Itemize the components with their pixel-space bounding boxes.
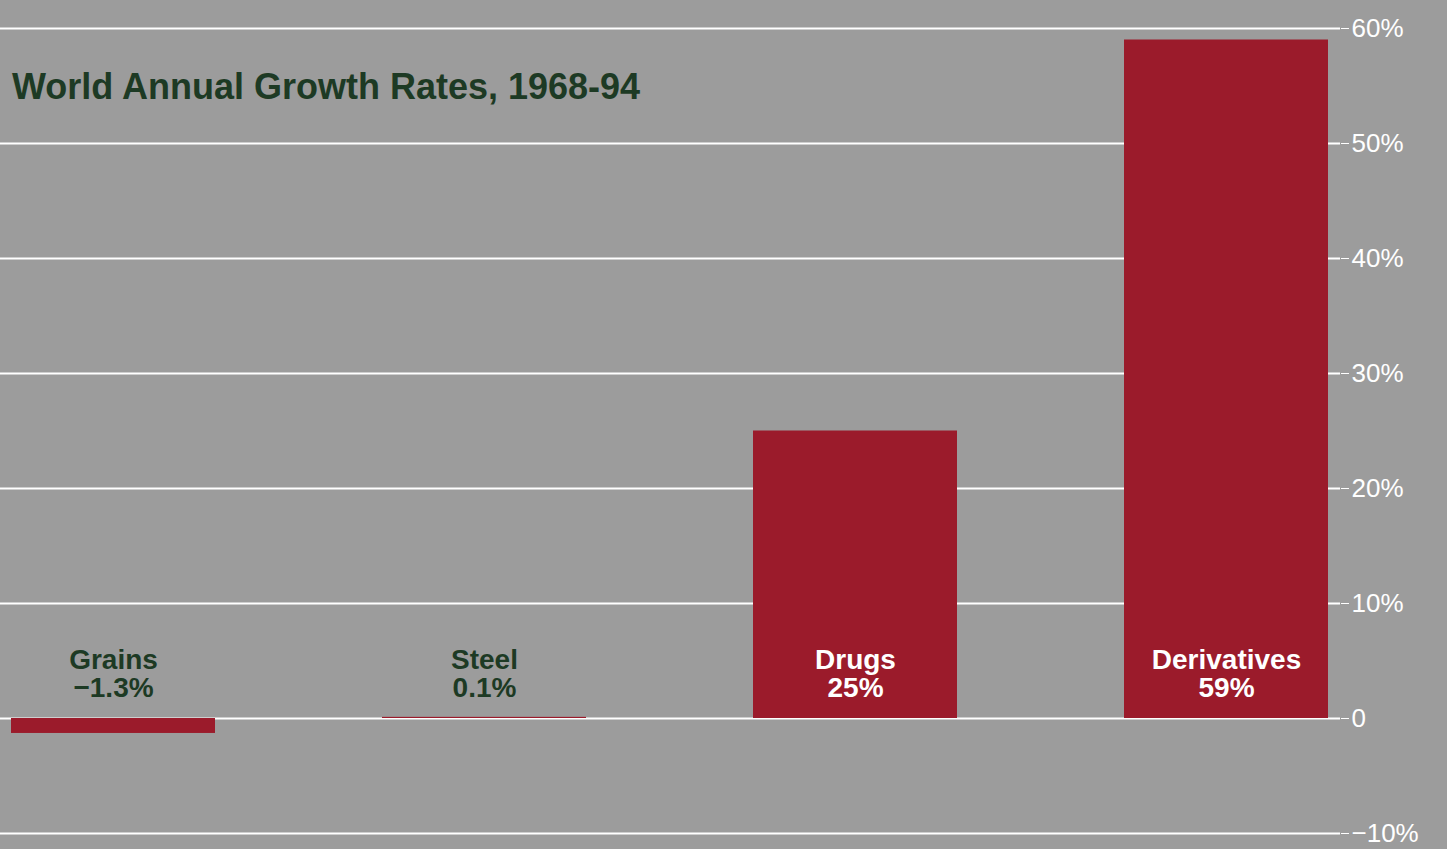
svg-text:40%: 40% xyxy=(1352,243,1404,273)
svg-text:60%: 60% xyxy=(1352,13,1404,43)
svg-text:0: 0 xyxy=(1352,703,1366,733)
svg-text:20%: 20% xyxy=(1352,473,1404,503)
svg-text:50%: 50% xyxy=(1352,128,1404,158)
svg-text:Drugs25%: Drugs25% xyxy=(815,644,896,703)
svg-text:Steel0.1%: Steel0.1% xyxy=(451,644,518,703)
svg-text:Derivatives59%: Derivatives59% xyxy=(1152,644,1301,703)
svg-text:−10%: −10% xyxy=(1352,818,1419,848)
svg-text:30%: 30% xyxy=(1352,358,1404,388)
html-text:World Annual Growth Rates, 196: World Annual Growth Rates, 1968-94 xyxy=(12,66,641,107)
svg-text:10%: 10% xyxy=(1352,588,1404,618)
svg-text:Grains−1.3%: Grains−1.3% xyxy=(69,644,158,703)
